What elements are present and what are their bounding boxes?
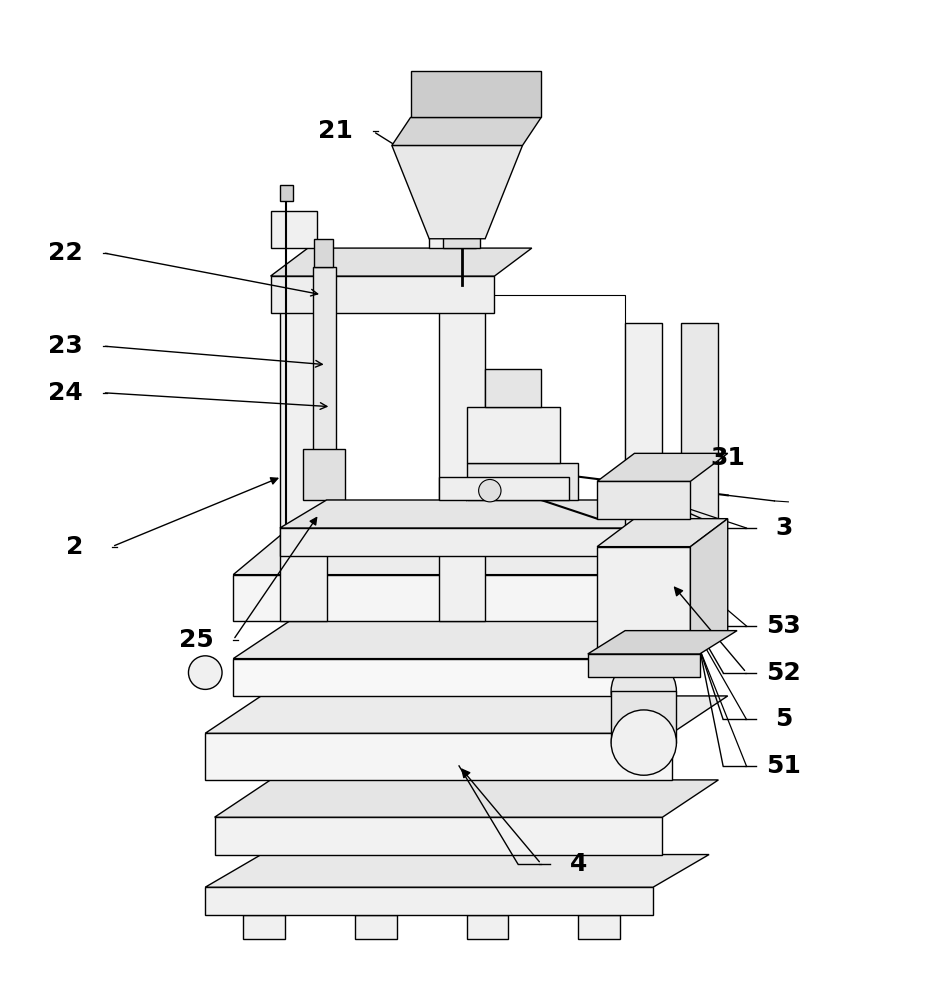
Polygon shape [205,696,728,733]
FancyBboxPatch shape [429,211,476,248]
Polygon shape [233,528,690,575]
FancyBboxPatch shape [271,211,317,248]
FancyBboxPatch shape [271,276,494,313]
Polygon shape [233,621,681,659]
FancyBboxPatch shape [215,817,662,855]
Text: 4: 4 [570,852,587,876]
FancyBboxPatch shape [625,323,662,528]
FancyBboxPatch shape [233,575,634,621]
Circle shape [611,659,676,724]
Circle shape [479,479,501,502]
FancyBboxPatch shape [243,915,285,939]
FancyBboxPatch shape [466,407,560,463]
Polygon shape [392,117,541,145]
FancyBboxPatch shape [588,654,700,677]
Polygon shape [392,145,522,239]
FancyBboxPatch shape [611,691,676,743]
Text: 3: 3 [775,516,792,540]
FancyBboxPatch shape [280,185,293,201]
Text: 51: 51 [766,754,801,778]
Text: 52: 52 [766,661,801,685]
FancyBboxPatch shape [681,323,718,528]
Text: 31: 31 [710,446,745,470]
FancyBboxPatch shape [485,369,541,407]
Polygon shape [597,519,728,547]
Text: 21: 21 [318,119,354,143]
FancyBboxPatch shape [466,463,578,500]
Text: 22: 22 [48,241,83,265]
Polygon shape [597,453,728,481]
Circle shape [188,656,222,689]
FancyBboxPatch shape [313,267,336,453]
Polygon shape [271,248,532,276]
Text: 23: 23 [48,334,83,358]
Polygon shape [280,500,718,528]
FancyBboxPatch shape [443,211,480,248]
Polygon shape [205,855,709,887]
FancyBboxPatch shape [466,915,508,939]
FancyBboxPatch shape [439,477,569,500]
FancyBboxPatch shape [355,915,397,939]
FancyBboxPatch shape [280,528,672,556]
Text: 24: 24 [48,381,83,405]
FancyBboxPatch shape [578,915,620,939]
FancyBboxPatch shape [597,547,690,659]
FancyBboxPatch shape [439,295,485,621]
FancyBboxPatch shape [205,733,672,780]
FancyBboxPatch shape [597,481,690,519]
Circle shape [611,710,676,775]
Polygon shape [205,887,653,915]
Polygon shape [215,780,718,817]
Text: 5: 5 [775,707,792,731]
Text: 53: 53 [766,614,801,638]
Text: 25: 25 [178,628,214,652]
Polygon shape [690,519,728,659]
Text: 2: 2 [66,535,83,559]
FancyBboxPatch shape [411,71,541,117]
Polygon shape [588,631,737,654]
FancyBboxPatch shape [233,659,625,696]
FancyBboxPatch shape [314,239,333,267]
FancyBboxPatch shape [280,295,327,621]
FancyBboxPatch shape [303,449,345,500]
